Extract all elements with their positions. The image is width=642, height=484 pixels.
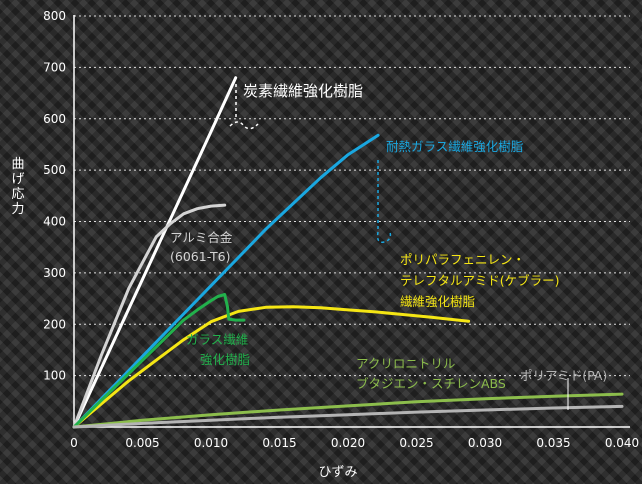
series-line (72, 76, 238, 429)
y-tick-labels: 100 200 300 400 500 600 700 800 (43, 9, 66, 383)
label-abs-1: アクリロニトリル (356, 356, 455, 371)
x-tick-label: 0.005 (125, 436, 159, 450)
series-line (72, 293, 246, 429)
label-kevlar-1: ポリパラフェニレン・ (400, 252, 525, 267)
series-lines (72, 76, 624, 429)
series-line (72, 404, 624, 429)
x-tick-labels: 0 0.005 0.010 0.015 0.020 0.025 0.030 0.035 0.04… (70, 436, 639, 450)
series-line (72, 392, 624, 429)
label-abs-2: ブタジエン・スチレンABS (356, 376, 506, 391)
x-tick-label: 0 (70, 436, 78, 450)
y-tick-label: 300 (43, 266, 66, 280)
annotation-markers (229, 84, 569, 410)
y-tick-label: 100 (43, 369, 66, 383)
x-tick-label: 0.025 (399, 436, 433, 450)
y-tick-label: 800 (43, 9, 66, 23)
label-gfrp-1: ガラス繊維 (186, 332, 248, 347)
x-tick-label: 0.020 (331, 436, 365, 450)
y-tick-label: 600 (43, 112, 66, 126)
series-line (72, 203, 227, 429)
cfrp-break-marker (229, 84, 259, 130)
label-kevlar-2: テレフタルアミド(ケブラー) (400, 273, 560, 288)
label-kevlar-3: 繊維強化樹脂 (400, 294, 475, 309)
label-gfrp-2: 強化樹脂 (200, 352, 250, 367)
y-axis-title: 曲げ応力 (11, 157, 24, 217)
y-tick-label: 200 (43, 317, 66, 331)
series-line (72, 133, 380, 429)
x-tick-label: 0.040 (605, 436, 639, 450)
label-heat-gfrp: 耐熱ガラス繊維強化樹脂 (386, 139, 523, 154)
x-tick-label: 0.015 (262, 436, 296, 450)
series-line (72, 305, 471, 429)
y-tick-label: 400 (43, 215, 66, 229)
axes (73, 15, 630, 428)
label-cfrp: 炭素繊維強化樹脂 (243, 82, 363, 100)
x-tick-label: 0.010 (194, 436, 228, 450)
label-alu-1: アルミ合金 (170, 230, 233, 245)
x-axis-title: ひずみ (318, 465, 357, 480)
y-tick-label: 500 (43, 163, 66, 177)
gridlines (74, 15, 630, 377)
y-tick-label: 700 (43, 60, 66, 74)
heat-gfrp-break-marker (376, 160, 392, 244)
label-alu-2: (6061-T6) (170, 249, 231, 264)
x-tick-label: 0.030 (468, 436, 502, 450)
x-tick-label: 0.035 (536, 436, 570, 450)
label-pa: ポリアミド(PA) (520, 368, 607, 383)
